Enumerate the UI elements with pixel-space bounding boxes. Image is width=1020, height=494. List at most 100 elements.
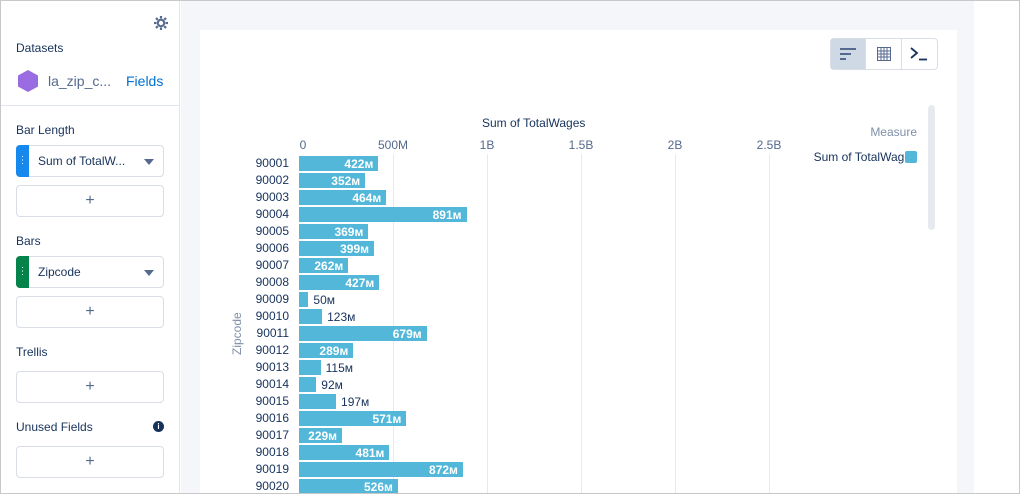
bar-value-label: 422м	[344, 157, 374, 171]
y-tick-label: 90015	[255, 394, 289, 408]
bar[interactable]	[299, 411, 407, 426]
drag-handle-icon[interactable]: ⋮	[16, 145, 29, 177]
add-measure-button[interactable]: +	[16, 185, 164, 217]
gridline	[675, 154, 676, 493]
y-tick-label: 90019	[255, 462, 289, 476]
bar[interactable]	[299, 462, 463, 477]
y-tick-label: 90016	[255, 411, 289, 425]
chevron-down-icon[interactable]	[144, 159, 154, 165]
y-tick-label: 90010	[255, 309, 289, 323]
query-view-button[interactable]	[902, 39, 937, 69]
fields-link[interactable]: Fields	[126, 73, 164, 89]
add-group-button[interactable]: +	[16, 296, 164, 328]
add-unused-field-button[interactable]: +	[16, 446, 164, 478]
bar[interactable]	[299, 343, 354, 358]
dataset-name[interactable]: la_zip_c...	[48, 73, 112, 89]
bar[interactable]	[299, 173, 366, 188]
bar[interactable]	[299, 224, 369, 239]
gridline	[393, 154, 394, 493]
x-tick-label: 1B	[479, 138, 495, 152]
bar-value-label: 50м	[313, 293, 335, 307]
bar-value-label: 571м	[372, 412, 402, 426]
bar[interactable]	[299, 428, 343, 443]
bar-value-label: 399м	[340, 242, 369, 256]
bar[interactable]	[299, 258, 349, 273]
legend-item-label[interactable]: Sum of TotalWages	[813, 150, 917, 164]
chevron-down-icon[interactable]	[144, 270, 154, 276]
bar[interactable]	[299, 207, 467, 222]
bar[interactable]	[299, 241, 374, 256]
y-tick-label: 90018	[255, 445, 289, 459]
bar-length-title: Bar Length	[16, 123, 75, 137]
y-tick-label: 90001	[255, 156, 289, 170]
y-tick-label: 90011	[256, 326, 289, 340]
bar-value-label: 369м	[334, 225, 364, 239]
trellis-title: Trellis	[16, 345, 48, 359]
bar-value-label: 679м	[392, 327, 422, 341]
legend-swatch[interactable]	[905, 151, 917, 163]
bar[interactable]	[299, 309, 323, 324]
x-tick-label: 500M	[377, 138, 409, 152]
y-tick-label: 90005	[255, 224, 289, 238]
bar[interactable]	[299, 156, 379, 171]
gridline	[487, 154, 488, 493]
dataset-hexagon-icon	[18, 70, 38, 92]
y-tick-label: 90017	[255, 428, 289, 442]
bar-value-label: 289м	[319, 344, 349, 358]
legend-scrollbar[interactable]	[928, 105, 935, 230]
bar[interactable]	[299, 292, 309, 307]
y-tick-label: 90006	[255, 241, 289, 255]
bar[interactable]	[299, 394, 337, 409]
bars-title: Bars	[16, 234, 41, 248]
gear-icon[interactable]	[153, 15, 169, 31]
gridline	[581, 154, 582, 493]
dataset-row: la_zip_c... Fields	[16, 69, 166, 93]
y-axis-title: Zipcode	[230, 312, 244, 355]
sort-lines-icon	[840, 48, 857, 60]
x-tick-label: 1.5B	[568, 138, 594, 152]
bar-value-label: 526м	[363, 480, 393, 494]
bar[interactable]	[299, 275, 380, 290]
y-tick-label: 90020	[255, 479, 289, 493]
bar[interactable]	[299, 190, 387, 205]
bar[interactable]	[299, 479, 398, 493]
bar-value-label: 92м	[321, 378, 343, 392]
bar-length-measure-pill[interactable]: ⋮ Sum of TotalW...	[16, 145, 164, 177]
info-icon[interactable]: i	[153, 421, 164, 432]
add-trellis-button[interactable]: +	[16, 371, 164, 403]
chart-view-button[interactable]	[831, 39, 867, 69]
table-view-button[interactable]	[866, 39, 902, 69]
bar-value-label: 481м	[355, 446, 385, 460]
bar-value-label: 427м	[345, 276, 375, 290]
measure-label: Sum of TotalW...	[38, 154, 126, 168]
dimension-label: Zipcode	[38, 265, 81, 279]
x-axis-title: Sum of TotalWages	[482, 116, 586, 130]
bar[interactable]	[299, 360, 321, 375]
bar[interactable]	[299, 445, 390, 460]
bars-dimension-pill[interactable]: ⋮ Zipcode	[16, 256, 164, 288]
bar-value-label: 872м	[429, 463, 458, 477]
query-builder-panel: Datasets la_zip_c... Fields Bar Length ⋮…	[1, 1, 180, 493]
bar-value-label: 352м	[331, 174, 361, 188]
y-tick-label: 90014	[255, 377, 289, 391]
drag-handle-icon[interactable]: ⋮	[16, 256, 29, 288]
bar[interactable]	[299, 377, 317, 392]
y-tick-label: 90003	[255, 190, 289, 204]
y-tick-label: 90002	[255, 173, 289, 187]
bar-value-label: 197м	[341, 395, 370, 409]
x-tick-label: 2.5B	[756, 138, 782, 152]
y-tick-label: 90009	[255, 292, 289, 306]
y-tick-label: 90008	[255, 275, 289, 289]
terminal-icon	[910, 47, 928, 61]
view-switcher	[830, 38, 938, 70]
x-tick-label: 2B	[667, 138, 683, 152]
bar[interactable]	[299, 326, 427, 341]
gridline	[769, 154, 770, 493]
bar-value-label: 229м	[308, 429, 338, 443]
y-tick-label: 90007	[255, 258, 289, 272]
y-tick-label: 90013	[255, 360, 289, 374]
y-tick-label: 90012	[255, 343, 289, 357]
bar-value-label: 115м	[325, 361, 353, 375]
x-tick-label: 0	[299, 138, 307, 152]
